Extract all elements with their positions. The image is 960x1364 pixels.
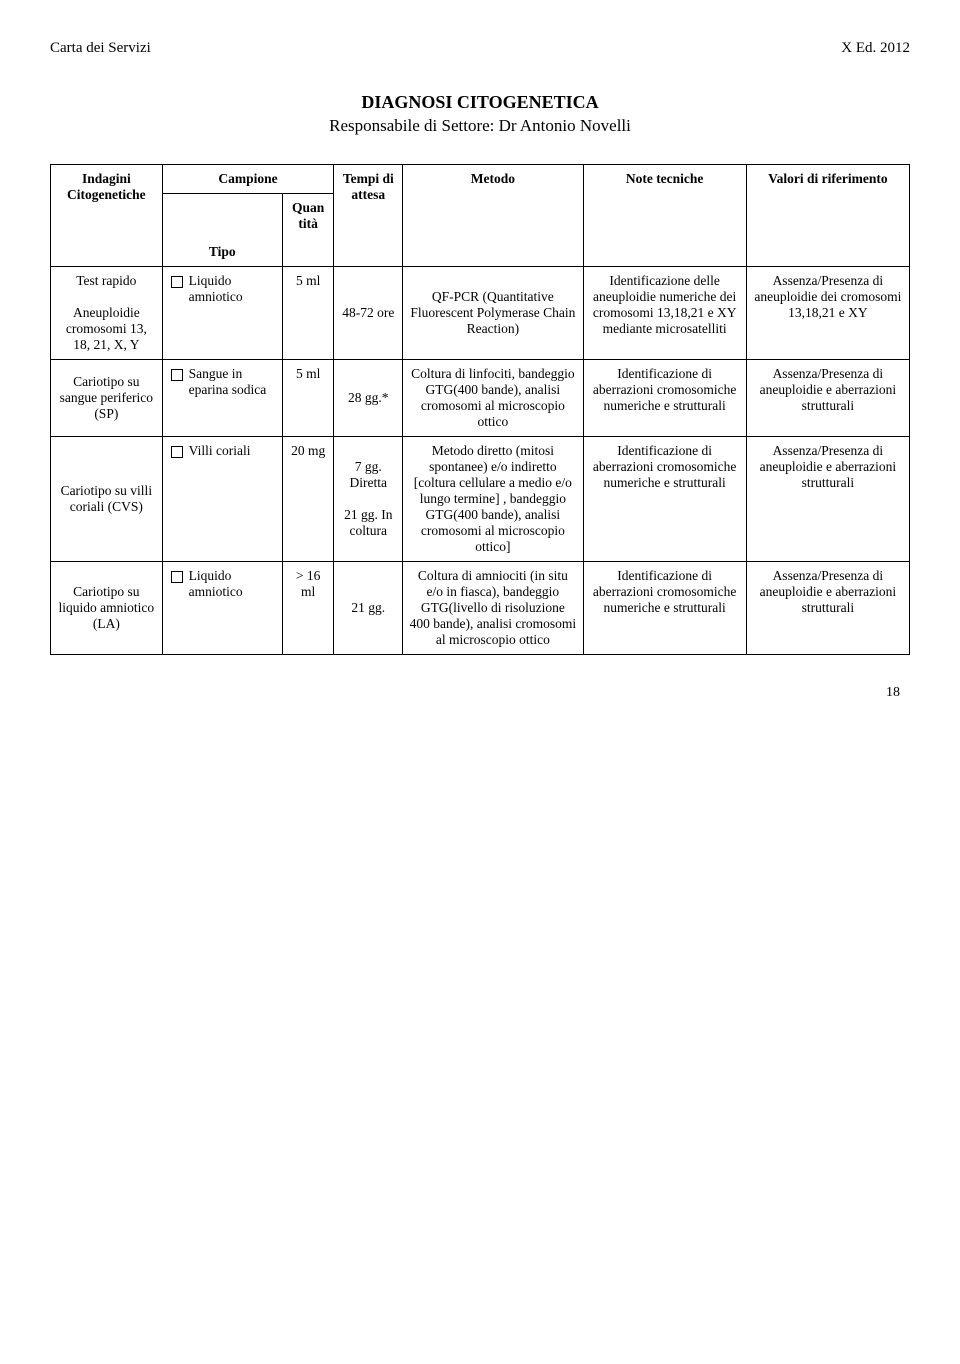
cell-indagini: Cariotipo su liquido amniotico (LA): [51, 562, 163, 655]
cell-tipo: Sangue in eparina sodica: [162, 360, 282, 437]
cell-metodo: Coltura di linfociti, bandeggio GTG(400 …: [403, 360, 583, 437]
col-metodo: Metodo: [403, 165, 583, 267]
cell-quan: 5 ml: [282, 267, 334, 360]
checkbox-icon: [171, 369, 183, 381]
cell-note: Identificazione delle aneuploidie numeri…: [583, 267, 746, 360]
col-tipo: Tipo: [162, 194, 282, 267]
cell-note: Identificazione di aberrazioni cromosomi…: [583, 360, 746, 437]
diagnosis-table: Indagini Citogenetiche Campione Tempi di…: [50, 164, 910, 655]
col-valori: Valori di riferimento: [746, 165, 909, 267]
col-campione: Campione: [162, 165, 334, 194]
checkbox-icon: [171, 571, 183, 583]
sample-label: Sangue in eparina sodica: [189, 366, 276, 398]
col-tempi: Tempi di attesa: [334, 165, 403, 267]
cell-note: Identificazione di aberrazioni cromosomi…: [583, 437, 746, 562]
cell-valori: Assenza/Presenza di aneuploidie e aberra…: [746, 360, 909, 437]
sample-label: Liquido amniotico: [189, 273, 276, 305]
cell-indagini: Cariotipo su villi coriali (CVS): [51, 437, 163, 562]
table-header-row-1: Indagini Citogenetiche Campione Tempi di…: [51, 165, 910, 194]
header-right: X Ed. 2012: [841, 40, 910, 57]
sample-item: Villi coriali: [169, 443, 276, 459]
cell-tipo: Liquido amniotico: [162, 562, 282, 655]
cell-tipo: Villi coriali: [162, 437, 282, 562]
table-row: Cariotipo su liquido amniotico (LA) Liqu…: [51, 562, 910, 655]
cell-valori: Assenza/Presenza di aneuploidie e aberra…: [746, 437, 909, 562]
cell-tipo: Liquido amniotico: [162, 267, 282, 360]
cell-quan: 20 mg: [282, 437, 334, 562]
checkbox-icon: [171, 276, 183, 288]
header-left: Carta dei Servizi: [50, 40, 151, 57]
col-indagini: Indagini Citogenetiche: [51, 165, 163, 267]
page-number: 18: [50, 685, 910, 701]
cell-valori: Assenza/Presenza di aneuploidie dei crom…: [746, 267, 909, 360]
cell-indagini: Test rapido Aneuploidie cromosomi 13, 18…: [51, 267, 163, 360]
cell-tempi: 21 gg.: [334, 562, 403, 655]
cell-note: Identificazione di aberrazioni cromosomi…: [583, 562, 746, 655]
cell-tempi: 7 gg. Diretta 21 gg. In coltura: [334, 437, 403, 562]
cell-quan: 5 ml: [282, 360, 334, 437]
cell-metodo: QF-PCR (Quantitative Fluorescent Polymer…: [403, 267, 583, 360]
page-header: Carta dei Servizi X Ed. 2012: [50, 40, 910, 57]
sample-label: Liquido amniotico: [189, 568, 276, 600]
checkbox-icon: [171, 446, 183, 458]
cell-tempi: 28 gg.*: [334, 360, 403, 437]
cell-valori: Assenza/Presenza di aneuploidie e aberra…: [746, 562, 909, 655]
cell-metodo: Metodo diretto (mitosi spontanee) e/o in…: [403, 437, 583, 562]
table-row: Test rapido Aneuploidie cromosomi 13, 18…: [51, 267, 910, 360]
cell-indagini: Cariotipo su sangue periferico (SP): [51, 360, 163, 437]
col-note: Note tecniche: [583, 165, 746, 267]
cell-metodo: Coltura di amniociti (in situ e/o in fia…: [403, 562, 583, 655]
cell-quan: > 16 ml: [282, 562, 334, 655]
sample-item: Liquido amniotico: [169, 273, 276, 305]
table-row: Cariotipo su villi coriali (CVS) Villi c…: [51, 437, 910, 562]
sample-item: Liquido amniotico: [169, 568, 276, 600]
sample-item: Sangue in eparina sodica: [169, 366, 276, 398]
section-title: DIAGNOSI CITOGENETICA: [50, 92, 910, 113]
table-row: Cariotipo su sangue periferico (SP) Sang…: [51, 360, 910, 437]
col-quantita: Quan tità: [282, 194, 334, 267]
section-subtitle: Responsabile di Settore: Dr Antonio Nove…: [50, 116, 910, 136]
sample-label: Villi coriali: [189, 443, 251, 459]
cell-tempi: 48-72 ore: [334, 267, 403, 360]
